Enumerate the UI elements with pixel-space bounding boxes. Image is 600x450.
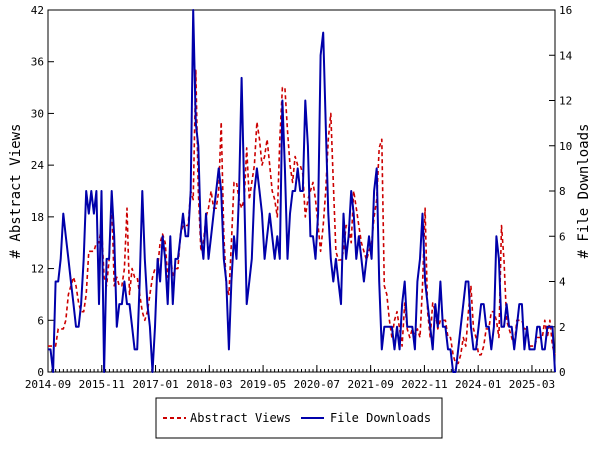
series-line-abstract-views <box>48 69 556 365</box>
x-tick-label: 2019-05 <box>240 378 286 391</box>
left-y-tick-label: 0 <box>37 366 44 379</box>
x-tick-label: 2018-03 <box>186 378 232 391</box>
right-y-axis: 0 2 4 6 8 10 12 14 16 <box>549 4 573 379</box>
x-tick-label: 2015-11 <box>79 378 125 391</box>
legend-label-abstract-views: Abstract Views <box>190 411 291 425</box>
right-y-tick-label: 4 <box>559 276 566 289</box>
left-y-tick-label: 6 <box>37 314 44 327</box>
right-axis-title: # File Downloads <box>576 124 592 259</box>
x-tick-label: 2025-03 <box>509 378 555 391</box>
x-tick-label: 2017-01 <box>132 378 178 391</box>
x-axis: 2014-09 2015-11 2017-01 2018-03 2019-05 2020-… <box>25 365 556 391</box>
right-y-tick-label: 0 <box>559 366 566 379</box>
right-y-tick-label: 14 <box>559 49 573 62</box>
legend-box <box>155 397 443 439</box>
left-y-tick-label: 24 <box>31 159 45 172</box>
legend-label-file-downloads: File Downloads <box>330 411 431 425</box>
legend: Abstract Views File Downloads <box>155 397 443 439</box>
right-y-tick-label: 2 <box>559 321 566 334</box>
left-y-tick-label: 42 <box>31 4 44 17</box>
series-line-file-downloads <box>48 9 556 373</box>
left-y-tick-label: 36 <box>31 56 44 69</box>
left-y-tick-label: 30 <box>31 107 44 120</box>
right-y-tick-label: 6 <box>559 230 566 243</box>
x-tick-label: 2020-07 <box>294 378 340 391</box>
right-y-tick-label: 16 <box>559 4 572 17</box>
x-tick-label: 2014-09 <box>25 378 71 391</box>
left-y-axis: 0 6 12 18 24 30 36 42 <box>31 4 54 379</box>
left-y-tick-label: 12 <box>31 263 44 276</box>
series-layer <box>48 9 556 373</box>
x-tick-label: 2024-01 <box>455 378 501 391</box>
right-y-tick-label: 8 <box>559 185 566 198</box>
right-y-tick-label: 10 <box>559 140 572 153</box>
left-axis-title: # Abstract Views <box>8 124 24 259</box>
x-tick-label: 2021-09 <box>347 378 393 391</box>
left-y-tick-label: 18 <box>31 211 44 224</box>
x-tick-label: 2022-11 <box>401 378 447 391</box>
right-y-tick-label: 12 <box>559 95 572 108</box>
